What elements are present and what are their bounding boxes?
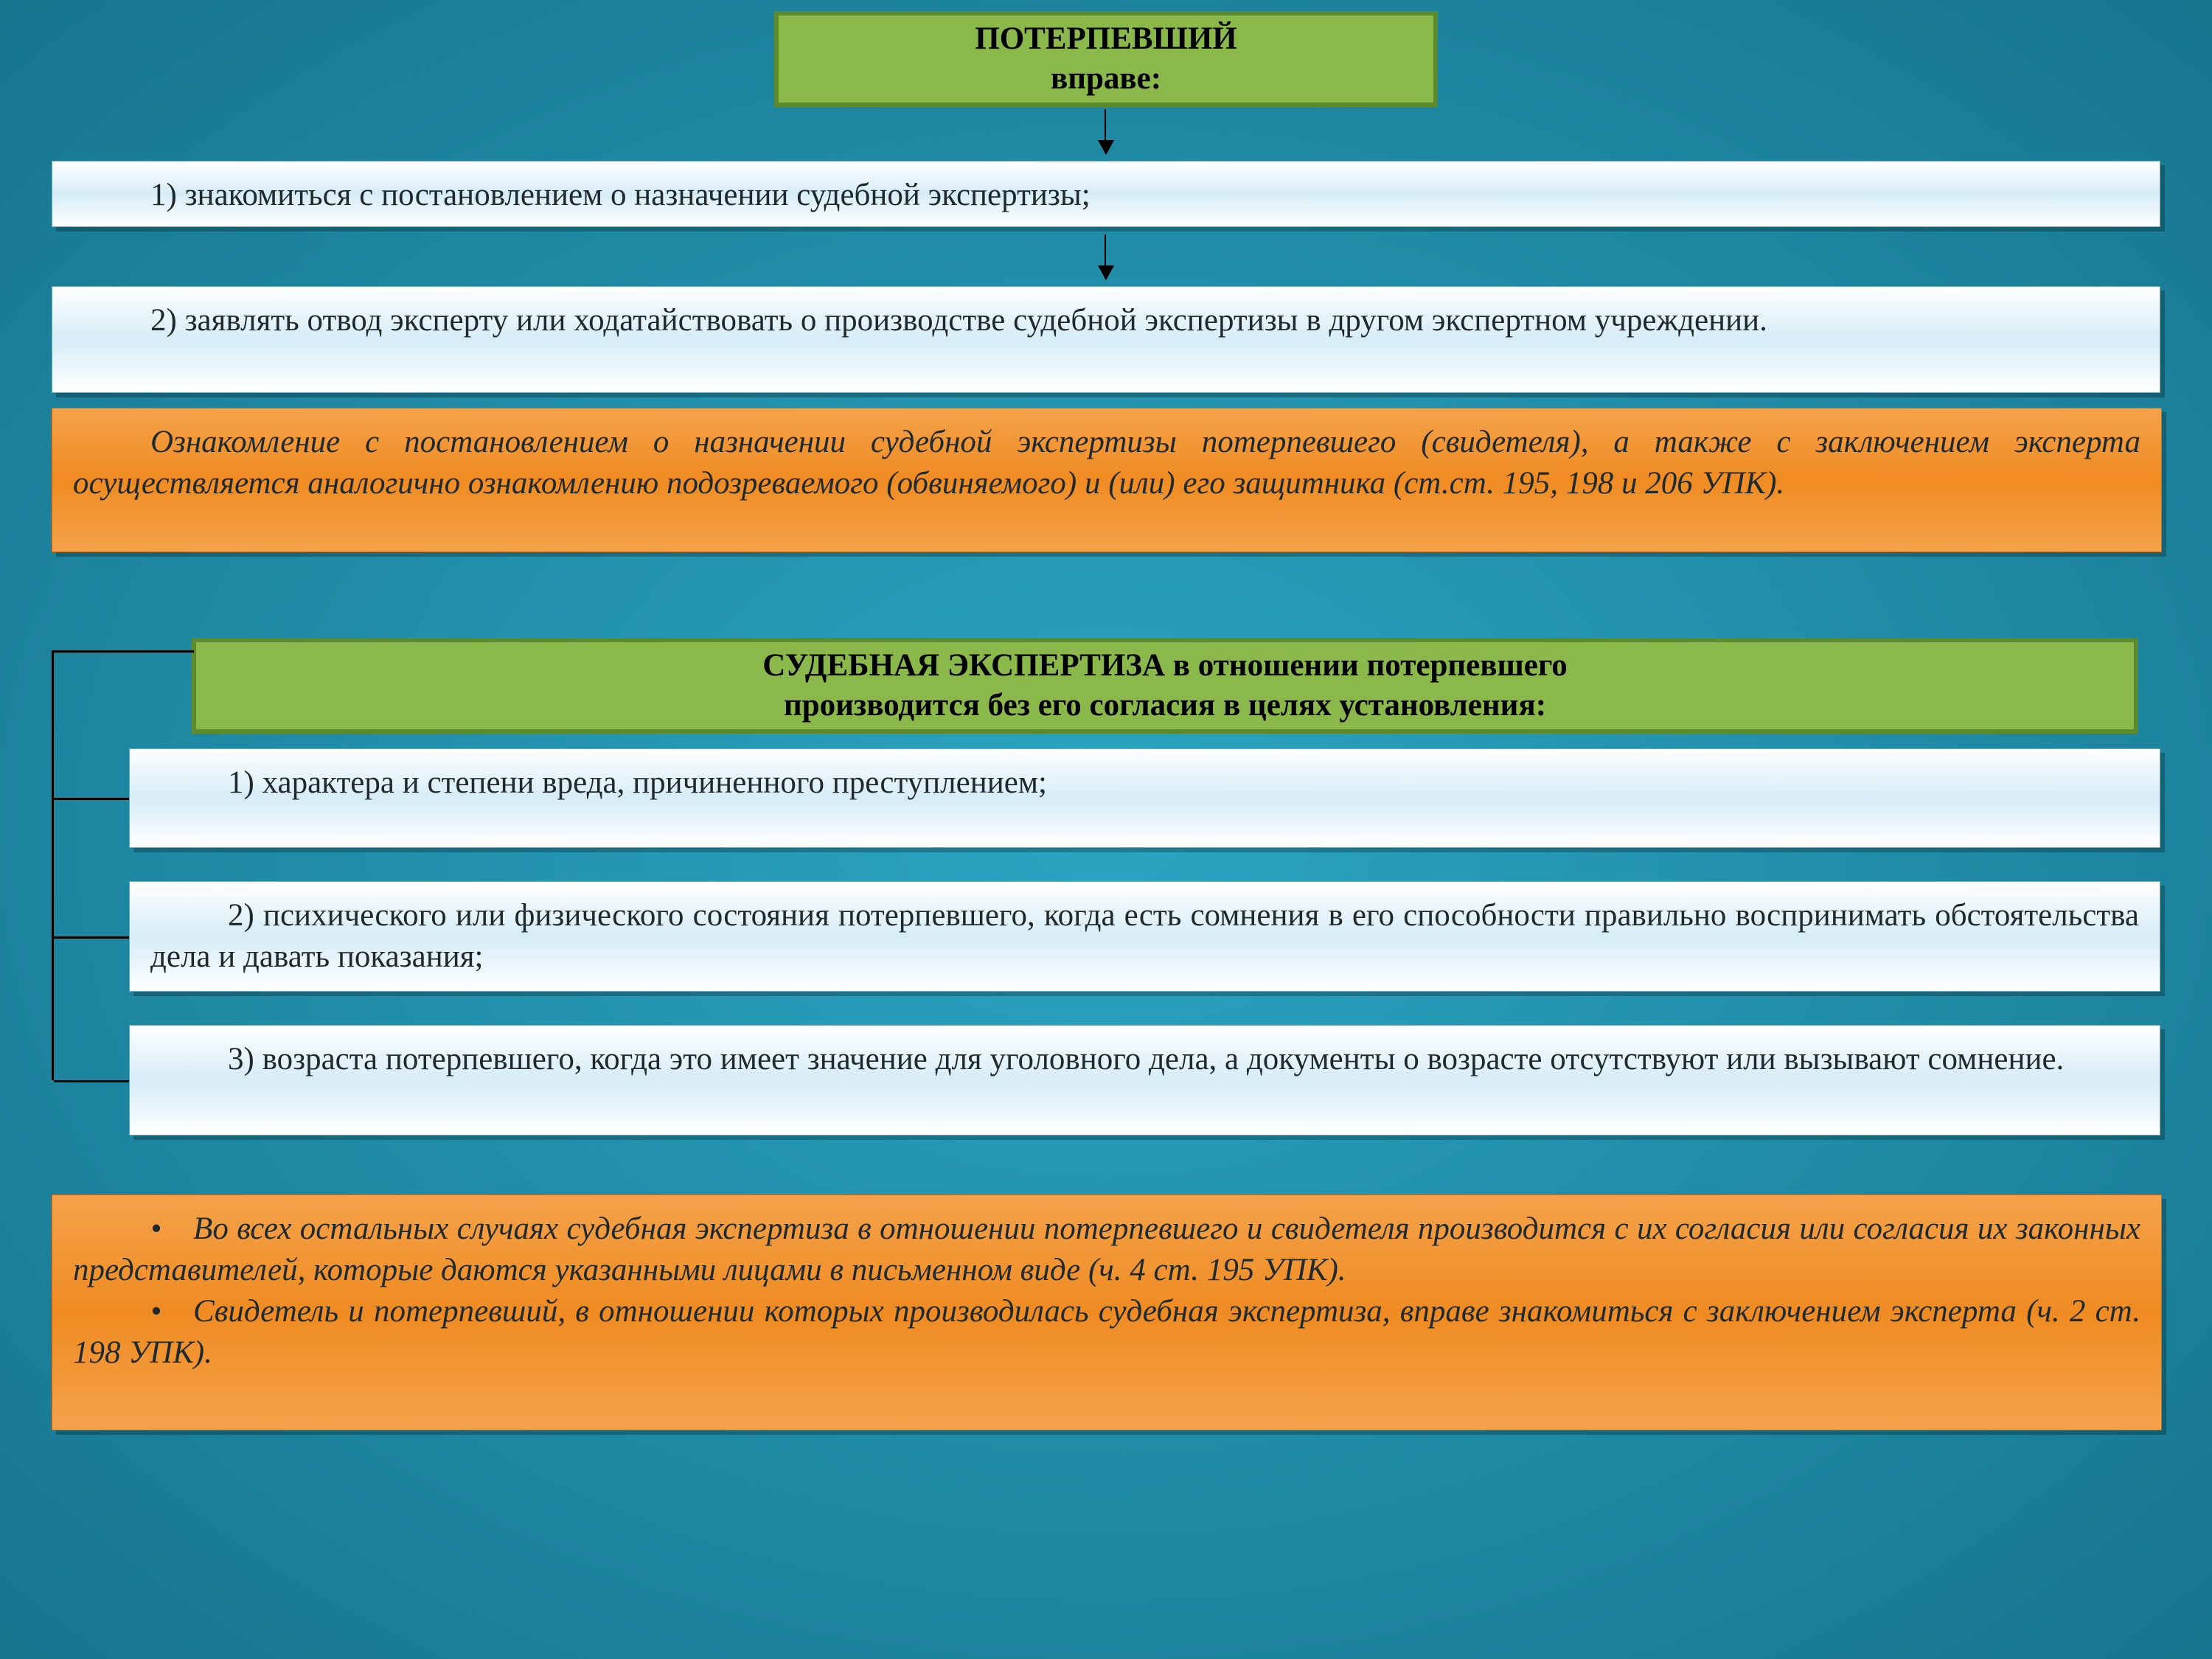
note-other-cases: • Во всех остальных случаях судебная экс… xyxy=(52,1194,2162,1430)
diagram-content: ПОТЕРПЕВШИЙ вправе: 1) знакомиться с пос… xyxy=(0,0,2212,1659)
header-line: производится без его согласия в целях ус… xyxy=(784,686,1546,726)
right-item-text: 2) заявлять отвод эксперту или ходатайст… xyxy=(73,300,2139,341)
note-para: • Свидетель и потерпевший, в отношении к… xyxy=(73,1291,2140,1374)
header-line: ПОТЕРПЕВШИЙ xyxy=(975,19,1237,59)
purpose-text: 1) характера и степени вреда, причиненно… xyxy=(150,762,2139,804)
header-line: СУДЕБНАЯ ЭКСПЕРТИЗА в отношении потерпев… xyxy=(762,646,1568,686)
header-victim-rights: ПОТЕРПЕВШИЙ вправе: xyxy=(774,11,1438,107)
arrow-down-icon xyxy=(1105,234,1106,279)
right-item-1: 1) знакомиться с постановлением о назнач… xyxy=(52,161,2160,227)
header-expert-examination: СУДЕБНАЯ ЭКСПЕРТИЗА в отношении потерпев… xyxy=(192,638,2138,734)
purpose-item-3: 3) возраста потерпевшего, когда это имее… xyxy=(129,1025,2160,1135)
right-item-2: 2) заявлять отвод эксперту или ходатайст… xyxy=(52,286,2160,393)
bracket-connector xyxy=(52,650,54,1080)
header-line: вправе: xyxy=(1051,59,1161,99)
note-para: • Во всех остальных случаях судебная экс… xyxy=(73,1208,2140,1291)
arrow-down-icon xyxy=(1105,109,1106,153)
purpose-item-2: 2) психического или физического состояни… xyxy=(129,881,2160,992)
purpose-text: 3) возраста потерпевшего, когда это имее… xyxy=(150,1039,2139,1080)
note-familiarization: Ознакомление с постановлением о назначен… xyxy=(52,408,2162,552)
note-text: Ознакомление с постановлением о назначен… xyxy=(73,422,2140,504)
purpose-text: 2) психического или физического состояни… xyxy=(150,895,2139,978)
purpose-item-1: 1) характера и степени вреда, причиненно… xyxy=(129,748,2160,848)
right-item-text: 1) знакомиться с постановлением о назнач… xyxy=(73,175,2139,216)
